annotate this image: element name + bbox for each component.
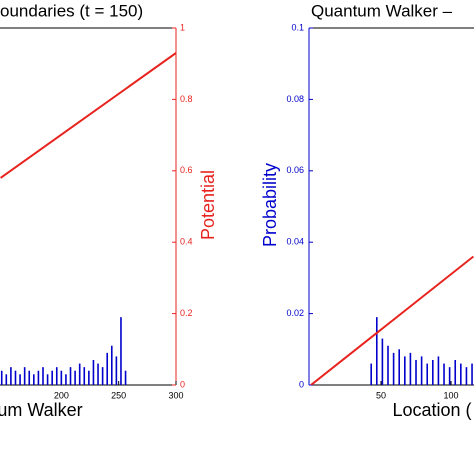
y2-axis-label: Potential <box>198 170 218 240</box>
y-tick-label: 0.06 <box>286 165 304 175</box>
x-tick-label: 100 <box>444 390 459 400</box>
y-tick-label: 0 <box>299 379 304 389</box>
y-axis-label: Probability <box>260 163 280 247</box>
x-tick-label: 200 <box>54 390 69 400</box>
x-tick-label: 300 <box>168 390 183 400</box>
chart-title: Quantum Walker – <box>311 1 453 20</box>
plot: oundaries (t = 150) 200 250 300 um Walker 0 0.… <box>0 1 218 420</box>
chart-title: oundaries (t = 150) <box>0 1 143 20</box>
y2-tick-label: 0.4 <box>180 237 193 247</box>
y-tick-label: 0.08 <box>286 94 304 104</box>
x-axis-label: um Walker <box>0 400 83 420</box>
potential-line <box>0 52 176 179</box>
plot-area <box>0 52 176 385</box>
y-tick-label: 0.1 <box>291 22 304 32</box>
y2-tick-label: 0.8 <box>180 94 193 104</box>
plot-area <box>310 255 474 385</box>
x-tick-label: 50 <box>376 390 386 400</box>
y-tick-label: 0.04 <box>286 237 304 247</box>
x-axis-label: Location ( <box>392 400 471 420</box>
y-tick-label: 0.02 <box>286 308 304 318</box>
x-tick-label: 250 <box>111 390 126 400</box>
y2-tick-label: 0 <box>180 379 185 389</box>
y2-tick-label: 1 <box>180 22 185 32</box>
y2-tick-label: 0.6 <box>180 165 193 175</box>
y2-tick-label: 0.2 <box>180 308 193 318</box>
potential-line <box>310 255 474 385</box>
